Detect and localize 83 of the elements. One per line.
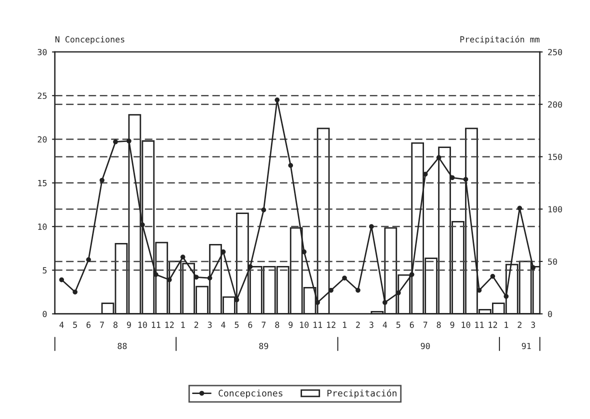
y-tick-label: 5 bbox=[42, 267, 47, 274]
text: 90 bbox=[420, 342, 430, 350]
y-tick-label: 30 bbox=[38, 48, 47, 56]
point bbox=[207, 276, 212, 280]
y2-tick-label: 100 bbox=[548, 206, 562, 212]
y-tick-label: 20 bbox=[38, 136, 47, 143]
legend-label: Concepciones bbox=[218, 390, 282, 398]
x-tick-label: 9 bbox=[126, 322, 131, 328]
x-tick-label: 12 bbox=[327, 322, 336, 328]
x-tick-label: 8 bbox=[114, 322, 118, 328]
point bbox=[126, 138, 132, 144]
x-tick-label: 2 bbox=[518, 322, 522, 328]
x-tick-label: 8 bbox=[436, 322, 441, 328]
x-tick-label: 10 bbox=[462, 322, 470, 328]
x-tick-label: 11 bbox=[475, 322, 484, 328]
x-tick-label: 9 bbox=[288, 322, 293, 328]
x-tick-label: 7 bbox=[423, 322, 428, 328]
x-tick-label: 6 bbox=[410, 322, 414, 328]
point bbox=[450, 175, 455, 180]
x-tick-label: 4 bbox=[382, 322, 388, 328]
x-tick-label: 2 bbox=[194, 322, 198, 328]
point bbox=[261, 208, 266, 212]
point bbox=[422, 172, 428, 177]
point bbox=[436, 155, 442, 160]
x-tick-label: 9 bbox=[450, 322, 454, 328]
y-axis-title: N Concepciones bbox=[55, 36, 124, 44]
y2-tick-label: 150 bbox=[548, 154, 562, 160]
point bbox=[356, 288, 360, 293]
x-tick-label: 6 bbox=[248, 322, 252, 328]
x-tick-label: 12 bbox=[488, 322, 498, 328]
point bbox=[140, 222, 145, 228]
y-tick-label: 10 bbox=[38, 224, 47, 230]
x-tick-label: 1 bbox=[343, 322, 346, 328]
point bbox=[274, 98, 280, 102]
point bbox=[504, 294, 509, 299]
y2-tick-label: 250 bbox=[548, 48, 562, 56]
x-tick-label: 4 bbox=[60, 322, 64, 328]
y2-tick-label: 200 bbox=[548, 101, 562, 108]
x-tick-label: 11 bbox=[314, 322, 322, 328]
text: 91 bbox=[522, 342, 531, 350]
y2-tick-label: 50 bbox=[548, 258, 557, 265]
y2-axis-title: Precipitación mm bbox=[460, 36, 540, 44]
x-tick-label: 7 bbox=[262, 322, 266, 328]
point bbox=[72, 290, 78, 294]
x-tick-label: 1 bbox=[504, 322, 508, 328]
x-tick-label: 10 bbox=[138, 322, 147, 328]
x-tick-label: 5 bbox=[234, 322, 239, 328]
point bbox=[100, 178, 104, 183]
point bbox=[113, 139, 118, 144]
point bbox=[517, 206, 522, 211]
point bbox=[382, 300, 388, 305]
point bbox=[180, 254, 186, 260]
x-tick-label: 12 bbox=[165, 322, 174, 328]
legend-label: Precipitación bbox=[327, 389, 396, 398]
point bbox=[59, 277, 64, 282]
y-tick-label: 15 bbox=[38, 180, 47, 186]
y-tick-label: 25 bbox=[38, 92, 47, 99]
x-tick-label: 3 bbox=[208, 322, 212, 328]
x-tick-label: 6 bbox=[86, 322, 91, 328]
x-tick-label: 5 bbox=[73, 322, 77, 328]
text: 88 bbox=[118, 342, 127, 350]
point bbox=[463, 176, 468, 182]
x-tick-label: 4 bbox=[221, 322, 226, 328]
x-tick-label: 3 bbox=[370, 322, 374, 328]
point bbox=[220, 249, 226, 254]
text: 89 bbox=[259, 342, 268, 350]
point bbox=[194, 274, 199, 280]
x-tick-label: 8 bbox=[275, 322, 280, 328]
point bbox=[369, 224, 374, 229]
x-tick-label: 5 bbox=[396, 322, 400, 328]
point bbox=[288, 163, 294, 168]
point bbox=[342, 276, 347, 280]
x-tick-label: 2 bbox=[356, 322, 360, 328]
point bbox=[490, 274, 496, 279]
x-tick-label: 1 bbox=[181, 322, 185, 328]
x-tick-label: 10 bbox=[300, 322, 309, 328]
x-tick-label: 7 bbox=[100, 322, 104, 328]
point bbox=[86, 257, 91, 262]
y-tick-label: 0 bbox=[42, 310, 47, 318]
y2-tick-label: 0 bbox=[548, 310, 552, 318]
point bbox=[409, 272, 414, 277]
x-tick-label: 11 bbox=[152, 322, 160, 328]
x-tick-label: 3 bbox=[531, 322, 535, 328]
